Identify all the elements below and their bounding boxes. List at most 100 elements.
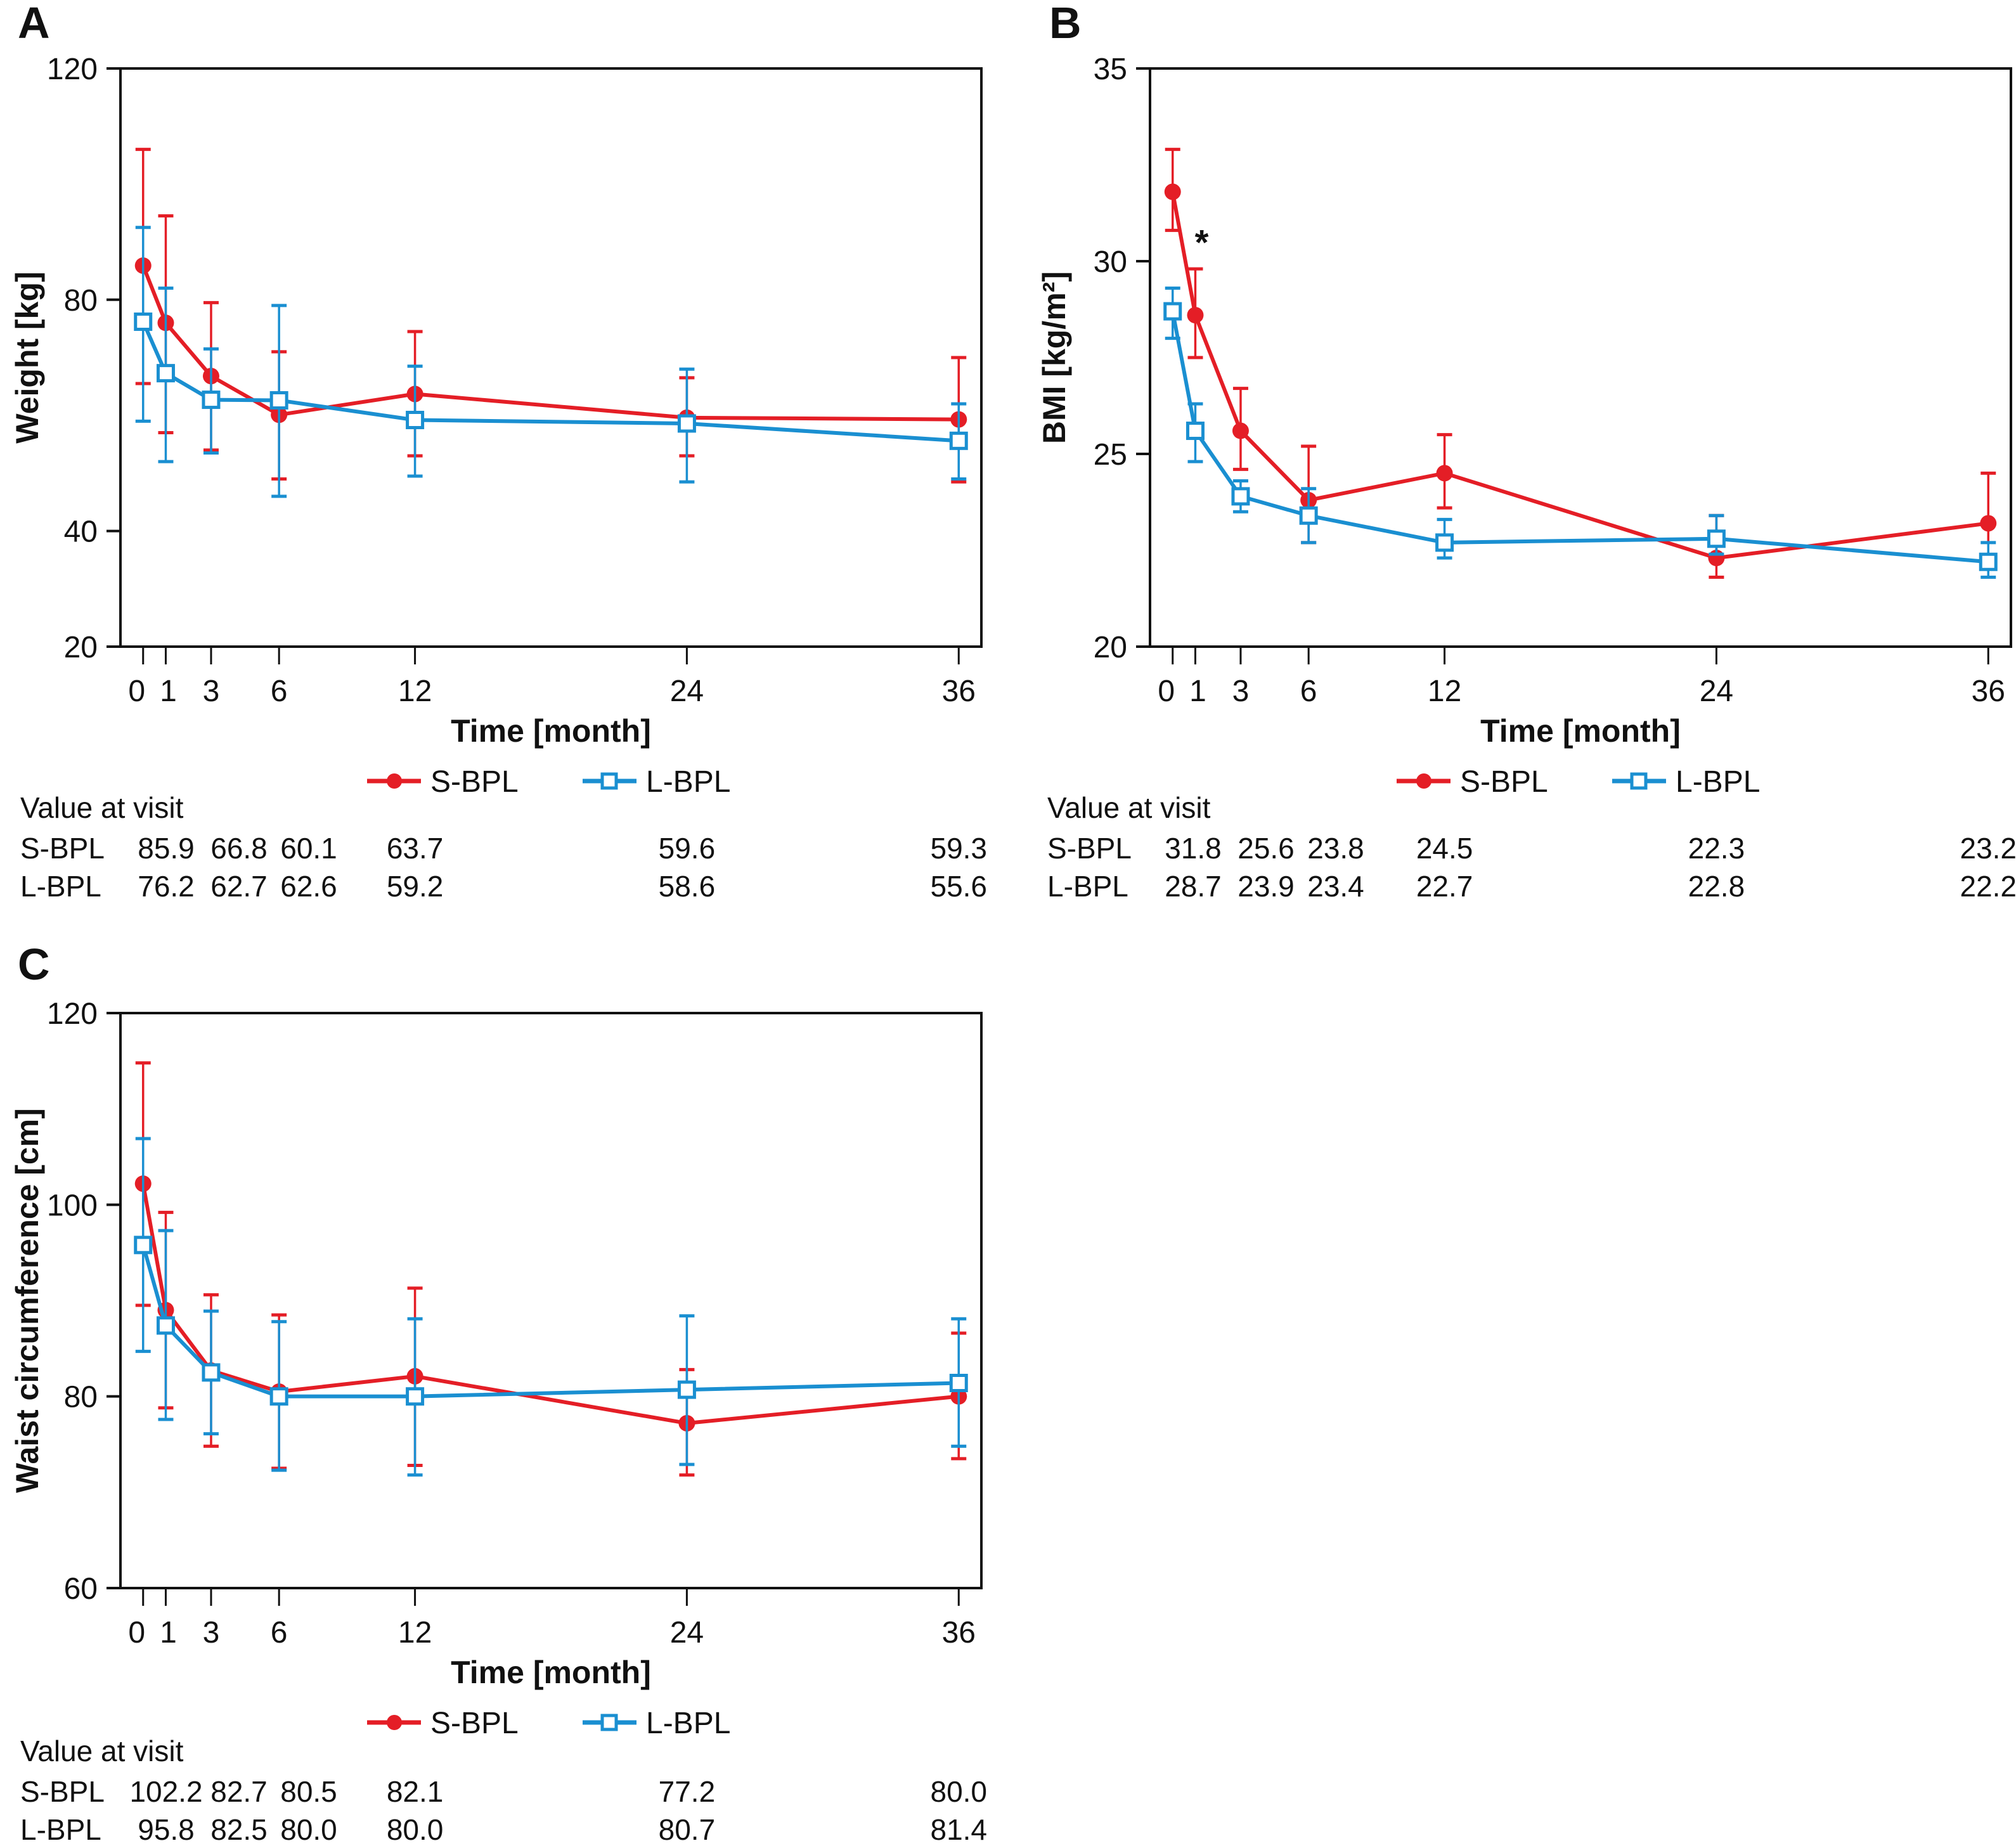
legend-s-bpl-marker bbox=[387, 773, 402, 789]
data-point bbox=[677, 1380, 696, 1399]
table-cell: 102.2 bbox=[129, 1775, 202, 1808]
table-row-label: S-BPL bbox=[20, 832, 105, 865]
legend-l-bpl-marker bbox=[600, 772, 618, 790]
x-tick-label: 6 bbox=[271, 675, 288, 708]
legend-s-bpl-label: S-BPL bbox=[430, 1707, 519, 1740]
panel-letter: C bbox=[18, 940, 50, 989]
data-point bbox=[1164, 183, 1181, 200]
plot-frame bbox=[119, 67, 983, 648]
series-l-bpl bbox=[134, 226, 968, 498]
legend-l-bpl-label: L-BPL bbox=[1676, 765, 1760, 799]
data-point bbox=[1299, 506, 1318, 525]
legend-l-bpl-label: L-BPL bbox=[646, 765, 730, 799]
value-table: Value at visit S-BPL 102.2 82.7 80.5 82.1 77.2… bbox=[20, 1735, 987, 1846]
y-tick-label: 60 bbox=[64, 1572, 98, 1606]
value-table: Value at visit S-BPL 85.9 66.8 60.1 63.7 59.6 5… bbox=[20, 791, 987, 903]
series-s-bpl bbox=[134, 1061, 967, 1477]
table-cell: 59.6 bbox=[659, 832, 716, 865]
series-line bbox=[1170, 311, 1989, 564]
y-tick-label: 40 bbox=[64, 515, 98, 549]
series-line bbox=[141, 321, 959, 443]
x-tick-label: 6 bbox=[1300, 675, 1317, 708]
data-point bbox=[156, 364, 175, 383]
table-cell: 24.5 bbox=[1416, 832, 1473, 865]
table-cell: 82.5 bbox=[210, 1813, 268, 1846]
value-table: Value at visit S-BPL 31.8 25.6 23.8 24.5 22.3 2… bbox=[1047, 791, 2016, 903]
legend-s-bpl-label: S-BPL bbox=[1460, 765, 1548, 799]
legend-s-bpl-marker bbox=[1416, 773, 1431, 789]
table-cell: 80.0 bbox=[280, 1813, 337, 1846]
y-tick-label: 30 bbox=[1094, 245, 1127, 279]
data-point bbox=[156, 1316, 175, 1335]
data-point bbox=[406, 1387, 425, 1406]
table-cell: 82.7 bbox=[210, 1775, 268, 1808]
data-point bbox=[134, 1236, 153, 1255]
y-axis-title: Weight [kg] bbox=[10, 271, 45, 443]
y-tick-label: 80 bbox=[64, 1381, 98, 1414]
series-line bbox=[141, 264, 959, 422]
table-row-label: S-BPL bbox=[20, 1775, 105, 1808]
y-tick-label: 35 bbox=[1094, 53, 1127, 86]
table-cell: 23.8 bbox=[1307, 832, 1364, 865]
x-tick-label: 0 bbox=[128, 1616, 145, 1650]
table-cell: 23.4 bbox=[1307, 870, 1364, 903]
series-l-bpl bbox=[134, 1137, 968, 1477]
table-cell: 82.1 bbox=[387, 1775, 444, 1808]
table-cell: 59.3 bbox=[930, 832, 987, 865]
table-cell: 81.4 bbox=[930, 1813, 987, 1846]
table-cell: 60.1 bbox=[280, 832, 337, 865]
data-point bbox=[134, 312, 153, 331]
series-line bbox=[141, 1244, 959, 1399]
data-point bbox=[1980, 515, 1997, 532]
x-tick-label: 36 bbox=[1972, 675, 2005, 708]
x-tick-label: 6 bbox=[271, 1616, 288, 1650]
table-cell: 80.7 bbox=[659, 1813, 716, 1846]
table-cell: 66.8 bbox=[210, 832, 268, 865]
data-point bbox=[202, 391, 221, 410]
legend: S-BPL L-BPL bbox=[367, 765, 730, 799]
table-cell: 80.0 bbox=[930, 1775, 987, 1808]
x-tick-label: 12 bbox=[1428, 675, 1461, 708]
data-point bbox=[202, 1363, 221, 1382]
data-point bbox=[949, 431, 968, 450]
series-line bbox=[1170, 191, 1989, 560]
table-cell: 63.7 bbox=[387, 832, 444, 865]
y-axis-title: BMI [kg/m²] bbox=[1037, 271, 1072, 444]
panel-letter: A bbox=[18, 0, 50, 48]
table-cell: 31.8 bbox=[1165, 832, 1222, 865]
table-cell: 22.7 bbox=[1416, 870, 1473, 903]
x-tick-label: 3 bbox=[203, 675, 220, 708]
y-tick-label: 80 bbox=[64, 284, 98, 318]
table-cell: 25.6 bbox=[1237, 832, 1295, 865]
x-tick-label: 24 bbox=[670, 1616, 704, 1650]
legend-s-bpl-marker bbox=[387, 1715, 402, 1730]
data-point bbox=[949, 1374, 968, 1393]
table-cell: 85.9 bbox=[138, 832, 195, 865]
table-row-label: L-BPL bbox=[20, 1813, 101, 1846]
series-s-bpl bbox=[1164, 148, 1997, 579]
x-tick-label: 3 bbox=[1232, 675, 1250, 708]
table-row-label: S-BPL bbox=[1047, 832, 1132, 865]
table-cell: 80.5 bbox=[280, 1775, 337, 1808]
data-point bbox=[1231, 487, 1250, 506]
table-cell: 55.6 bbox=[930, 870, 987, 903]
table-cell: 23.9 bbox=[1237, 870, 1295, 903]
x-tick-label: 0 bbox=[128, 675, 145, 708]
table-cell: 77.2 bbox=[659, 1775, 716, 1808]
data-point bbox=[1435, 533, 1454, 552]
table-cell: 76.2 bbox=[138, 870, 195, 903]
series-l-bpl bbox=[1163, 287, 1998, 579]
data-point bbox=[677, 414, 696, 433]
x-tick-label: 12 bbox=[398, 675, 432, 708]
x-axis-title: Time [month] bbox=[451, 713, 651, 749]
x-tick-label: 1 bbox=[160, 675, 177, 708]
table-cell: 23.2 bbox=[1960, 832, 2016, 865]
legend-l-bpl-marker bbox=[600, 1714, 618, 1731]
table-cell: 28.7 bbox=[1165, 870, 1222, 903]
table-cell: 80.0 bbox=[387, 1813, 444, 1846]
data-point bbox=[1187, 307, 1204, 324]
y-tick-label: 20 bbox=[1094, 631, 1127, 664]
data-point bbox=[1707, 529, 1726, 548]
